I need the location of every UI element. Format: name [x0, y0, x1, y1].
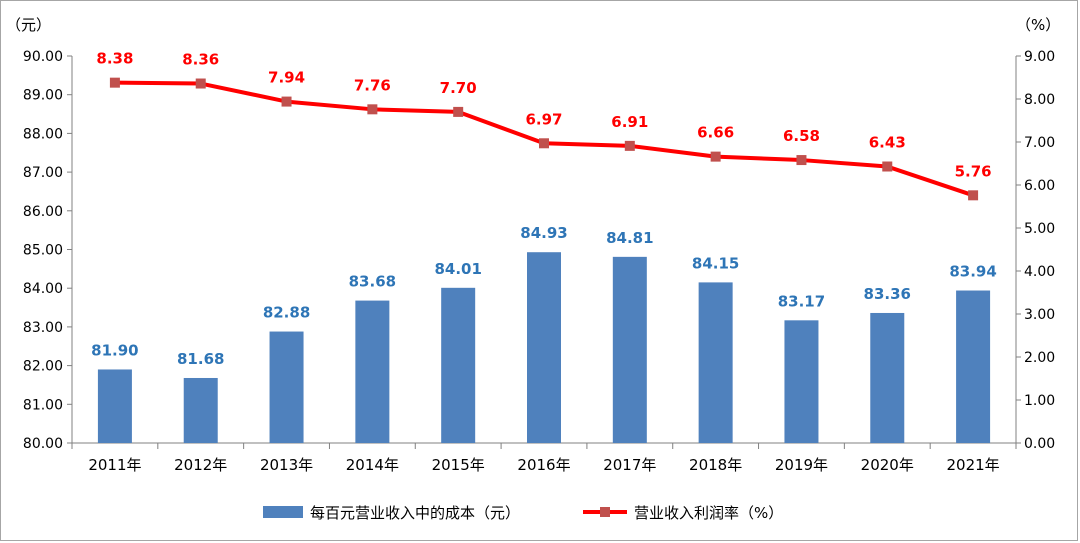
bar — [441, 287, 476, 443]
bar-data-label: 83.17 — [778, 292, 825, 310]
left-tick-label: 82.00 — [23, 359, 63, 375]
x-tick-label: 2021年 — [946, 456, 999, 474]
line-data-label: 6.66 — [697, 124, 734, 142]
bar — [956, 290, 991, 443]
line-point — [195, 78, 206, 89]
bar — [355, 300, 390, 443]
bar — [612, 256, 647, 443]
line-data-label: 7.76 — [354, 76, 391, 94]
line-data-label: 7.94 — [268, 69, 305, 87]
bar-data-label: 84.93 — [520, 224, 567, 242]
right-axis: 0.00 1.00 2.00 3.00 4.00 5.00 6.00 7.00 8.00 9.00… — [1015, 16, 1060, 452]
line-data-label: 8.38 — [96, 50, 133, 68]
right-tick-label: 7.00 — [1024, 135, 1055, 151]
line-data-label: 7.70 — [440, 79, 477, 97]
line-point — [367, 104, 378, 115]
left-tick-label: 86.00 — [23, 204, 63, 220]
bar-series: 81.90 81.68 82.88 83.68 84.01 84.93 84.81 84.15… — [91, 224, 997, 443]
left-tick-label: 89.00 — [23, 88, 63, 104]
bar — [784, 320, 819, 443]
bar-data-label: 82.88 — [263, 304, 310, 322]
right-tick-label: 6.00 — [1024, 178, 1055, 194]
x-tick-label: 2014年 — [346, 456, 399, 474]
x-axis: 2011年 2012年 2013年 2014年 2015年 2016年 2017年 2018年… — [71, 442, 1017, 474]
x-tick-label: 2020年 — [861, 456, 914, 474]
left-axis-unit: （元） — [6, 16, 51, 34]
line-data-label: 6.97 — [525, 110, 562, 128]
x-tick-label: 2017年 — [603, 456, 656, 474]
right-tick-label: 1.00 — [1024, 393, 1055, 409]
line-point — [539, 138, 549, 149]
legend-line-label: 营业收入利润率（%） — [634, 504, 783, 522]
bar-data-label: 83.94 — [949, 263, 996, 281]
left-tick-label: 87.00 — [23, 165, 63, 181]
line-point — [882, 161, 893, 172]
x-tick-label: 2016年 — [517, 456, 570, 474]
x-tick-label: 2015年 — [432, 456, 485, 474]
line-point — [624, 140, 635, 151]
bar — [269, 331, 304, 443]
x-tick-label: 2011年 — [88, 456, 141, 474]
left-tick-label: 83.00 — [23, 320, 63, 336]
left-tick-label: 90.00 — [23, 49, 63, 65]
line-data-label: 6.43 — [869, 134, 906, 152]
line-data-label: 6.58 — [783, 127, 820, 145]
x-tick-label: 2019年 — [775, 456, 828, 474]
left-axis: 80.00 81.00 82.00 83.00 84.00 85.00 86.00 87.00… — [6, 16, 73, 452]
left-tick-label: 88.00 — [23, 126, 63, 142]
left-tick-label: 84.00 — [23, 281, 63, 297]
right-tick-label: 4.00 — [1024, 264, 1055, 280]
line-point — [968, 190, 979, 201]
left-tick-label: 80.00 — [23, 436, 63, 452]
bar-data-label: 81.90 — [91, 341, 138, 359]
bar — [698, 282, 733, 443]
line-point — [109, 77, 120, 88]
bar-data-label: 84.15 — [692, 254, 739, 272]
bar-data-label: 84.01 — [434, 260, 481, 278]
right-tick-label: 8.00 — [1024, 92, 1055, 108]
legend-line-marker — [600, 507, 610, 517]
right-axis-unit: （%） — [1016, 16, 1060, 34]
line-point — [281, 96, 292, 107]
bar — [870, 312, 905, 443]
bar — [97, 369, 132, 443]
x-tick-label: 2013年 — [260, 456, 313, 474]
bar-data-label: 84.81 — [606, 229, 653, 247]
x-tick-label: 2018年 — [689, 456, 742, 474]
legend-bar-swatch — [263, 506, 303, 518]
line-data-label: 6.91 — [611, 113, 648, 131]
right-tick-label: 9.00 — [1024, 49, 1055, 65]
legend-bar-label: 每百元营业收入中的成本（元） — [310, 504, 520, 522]
left-tick-label: 81.00 — [23, 397, 63, 413]
right-tick-label: 2.00 — [1024, 350, 1055, 366]
right-tick-label: 5.00 — [1024, 221, 1055, 237]
bar — [183, 377, 218, 443]
bar-data-label: 81.68 — [177, 350, 224, 368]
line-point — [710, 151, 721, 162]
line-point — [453, 106, 464, 117]
bar-data-label: 83.68 — [349, 273, 396, 291]
bar-data-label: 83.36 — [864, 285, 911, 303]
line-data-label: 8.36 — [182, 51, 219, 69]
legend: 每百元营业收入中的成本（元） 营业收入利润率（%） — [263, 504, 783, 522]
right-tick-label: 0.00 — [1024, 436, 1055, 452]
x-tick-label: 2012年 — [174, 456, 227, 474]
line-data-label: 5.76 — [955, 162, 992, 180]
bar — [527, 252, 561, 443]
right-tick-label: 3.00 — [1024, 307, 1055, 323]
line-point — [796, 155, 807, 166]
left-tick-label: 85.00 — [23, 243, 63, 259]
line-series: 8.38 8.36 7.94 7.76 7.70 6.97 6.91 6.66 6.58 6.43… — [96, 50, 992, 201]
